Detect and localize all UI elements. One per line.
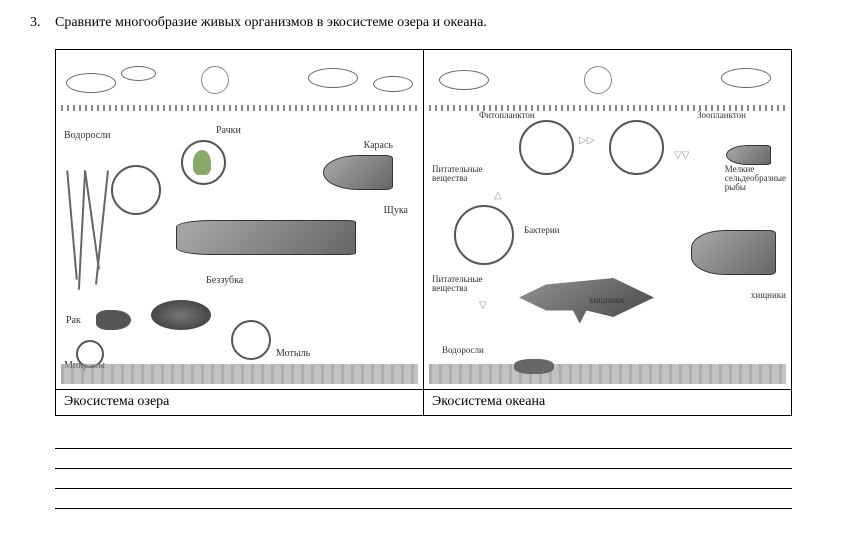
nutrients-label-1: Питательные вещества	[432, 165, 483, 183]
pike-icon	[176, 220, 356, 255]
mussel-label: Беззубка	[206, 275, 243, 286]
answer-lines	[55, 431, 792, 509]
question-text: Сравните многообразие живых организмов в…	[55, 15, 812, 31]
algae-icon	[66, 170, 111, 290]
bacteria-icon	[454, 205, 514, 265]
pike-label: Щука	[384, 205, 408, 216]
ocean-diagram: Фитопланктон Зоопланктон Питательные вещ…	[424, 50, 791, 389]
tuna-icon	[691, 230, 776, 275]
phytoplankton-icon	[519, 120, 574, 175]
small-fish-icon	[726, 145, 771, 165]
answer-line[interactable]	[55, 471, 792, 489]
algae-inset-icon	[111, 165, 161, 215]
sky-icon	[429, 58, 786, 103]
answer-line[interactable]	[55, 491, 792, 509]
bacteria-label: Бактерии	[524, 225, 559, 235]
phytoplankton-label: Фитопланктон	[479, 110, 535, 120]
lake-diagram: Водоросли Рачки Карась Щука	[56, 50, 423, 389]
herring-label: Мелкие сельдеобразные рыбы	[725, 165, 786, 192]
answer-line[interactable]	[55, 431, 792, 449]
carp-label: Карась	[364, 140, 393, 151]
lake-caption: Экосистема озера	[56, 390, 424, 416]
seafloor-icon	[429, 364, 786, 384]
crayfish-label: Рак	[66, 315, 81, 326]
bloodworm-icon	[231, 320, 271, 360]
question-row: 3. Сравните многообразие живых организмо…	[30, 15, 812, 31]
carp-icon	[323, 155, 393, 190]
ocean-diagram-cell: Фитопланктон Зоопланктон Питательные вещ…	[424, 50, 792, 390]
mussel-icon	[151, 300, 211, 330]
predator-label-1: хищники	[589, 295, 624, 305]
ocean-caption: Экосистема океана	[424, 390, 792, 416]
daphnia-icon	[181, 140, 226, 185]
bottom-creature-icon	[514, 359, 554, 374]
shark-icon	[519, 265, 654, 330]
bloodworm-label: Мотыль	[276, 348, 310, 359]
lake-diagram-cell: Водоросли Рачки Карась Щука	[56, 50, 424, 390]
zooplankton-icon	[609, 120, 664, 175]
comparison-table: Водоросли Рачки Карась Щука	[55, 49, 792, 416]
nutrients-label-2: Питательные вещества	[432, 275, 483, 293]
crayfish-icon	[96, 310, 131, 330]
answer-line[interactable]	[55, 451, 792, 469]
lakebed-icon	[61, 364, 418, 384]
water-surface-icon	[61, 105, 418, 111]
zooplankton-label: Зоопланктон	[697, 110, 746, 120]
question-number: 3.	[30, 15, 55, 31]
predator-label-2: хищники	[751, 290, 786, 300]
daphnia-label: Рачки	[216, 125, 241, 136]
algae-label: Водоросли	[64, 130, 111, 141]
ocean-algae-label: Водоросли	[442, 345, 484, 355]
sky-icon	[61, 58, 418, 103]
